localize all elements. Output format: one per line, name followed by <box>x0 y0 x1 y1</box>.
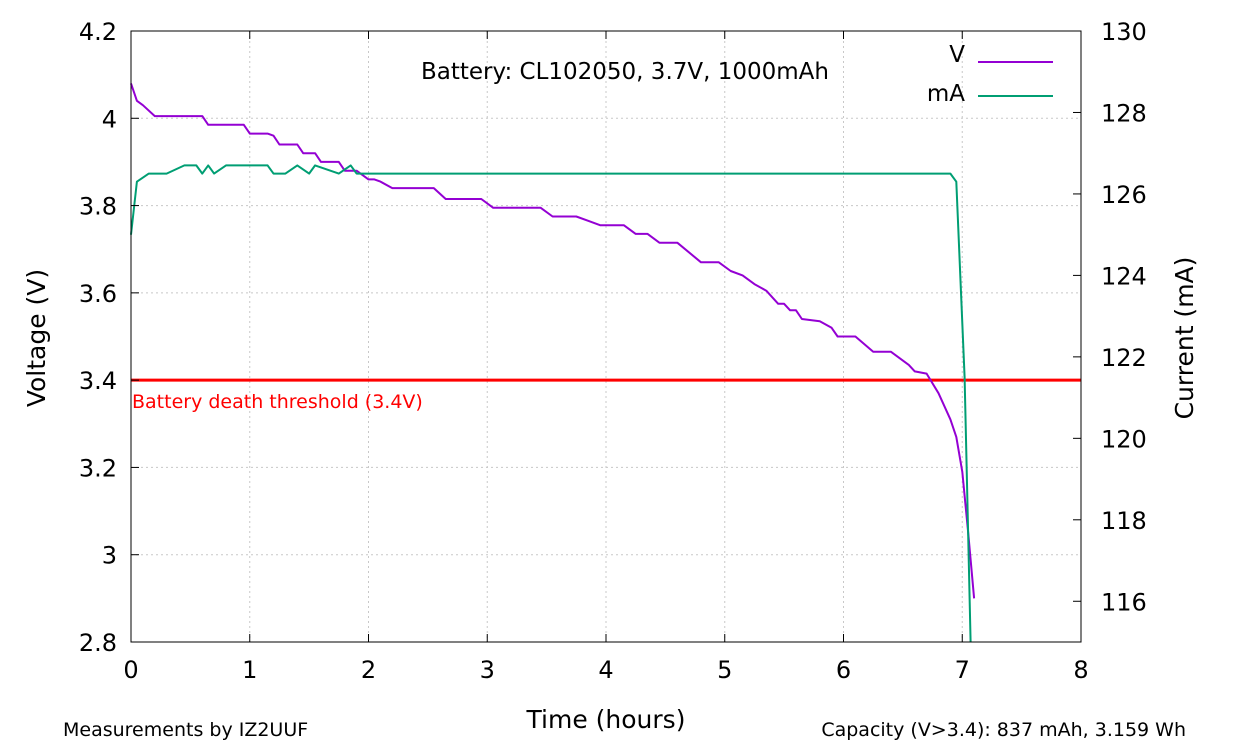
grid <box>131 31 1081 642</box>
y-tick-label: 2.8 <box>79 629 117 657</box>
chart-title: Battery: CL102050, 3.7V, 1000mAh <box>421 59 829 85</box>
series-line-v <box>130 83 976 599</box>
y-tick-label: 3.8 <box>79 193 117 221</box>
y-tick-label: 4 <box>102 105 117 133</box>
x-axis-label: Time (hours) <box>526 705 686 734</box>
series-group <box>130 83 976 643</box>
legend: V mA <box>927 42 1053 107</box>
x-tick-label: 8 <box>1073 656 1088 684</box>
series-line-ma <box>130 164 972 643</box>
tick-labels: 0 1 2 3 4 5 6 7 8 2.8 3 3.2 3.4 3.6 3.8 4 4.2 116 118 120 12… <box>79 18 1147 684</box>
ticks-group <box>130 30 1082 643</box>
threshold-label: Battery death threshold (3.4V) <box>132 391 423 413</box>
legend-label-v: V <box>949 42 965 68</box>
y2-tick-label: 122 <box>1101 344 1147 372</box>
y2-tick-label: 126 <box>1101 181 1147 209</box>
x-tick-label: 0 <box>123 656 138 684</box>
x-tick-label: 3 <box>480 656 495 684</box>
y2-tick-label: 116 <box>1101 588 1147 616</box>
y-tick-label: 3.2 <box>79 454 117 482</box>
y2-tick-label: 128 <box>1101 99 1147 127</box>
y-tick-label: 4.2 <box>79 18 117 46</box>
y-tick-label: 3 <box>102 542 117 570</box>
y2-tick-label: 118 <box>1101 507 1147 535</box>
x-tick-label: 7 <box>955 656 970 684</box>
y-axis-label: Voltage (V) <box>22 269 51 407</box>
y-tick-label: 3.6 <box>79 280 117 308</box>
y-tick-label: 3.4 <box>79 367 117 395</box>
legend-label-ma: mA <box>927 81 965 107</box>
y2-tick-label: 124 <box>1101 262 1147 290</box>
x-tick-label: 2 <box>361 656 376 684</box>
x-tick-label: 6 <box>836 656 851 684</box>
x-tick-label: 5 <box>717 656 732 684</box>
y2-tick-label: 120 <box>1101 425 1147 453</box>
x-tick-label: 4 <box>598 656 613 684</box>
y2-axis-label: Current (mA) <box>1170 257 1199 420</box>
x-tick-label: 1 <box>242 656 257 684</box>
footer-capacity: Capacity (V>3.4): 837 mAh, 3.159 Wh <box>821 719 1186 741</box>
y2-tick-label: 130 <box>1101 18 1147 46</box>
footer-credit: Measurements by IZ2UUF <box>63 719 308 741</box>
